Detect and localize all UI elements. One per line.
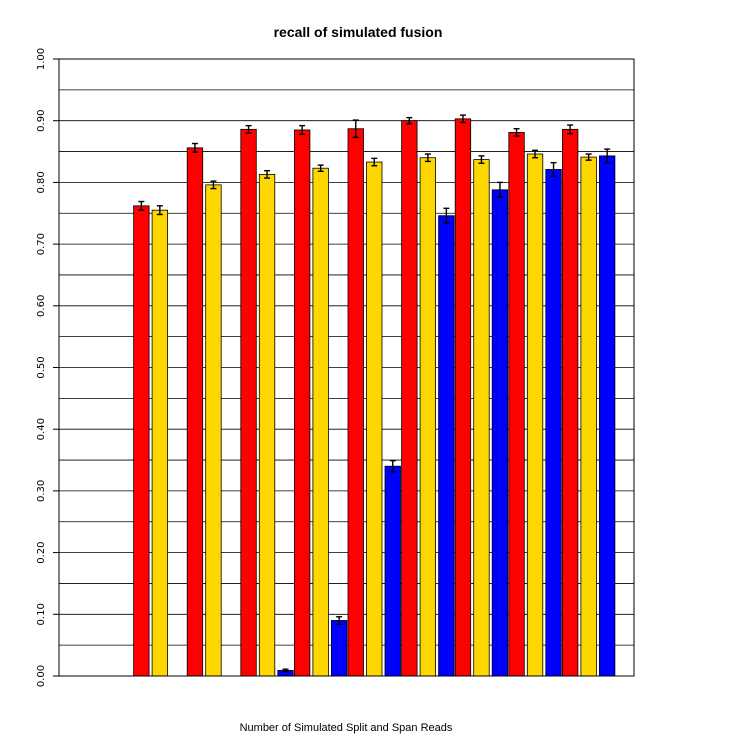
y-tick-label: 0.80	[36, 171, 47, 193]
bar	[258, 173, 276, 677]
bar	[366, 161, 383, 677]
bars	[84, 114, 616, 677]
bar	[330, 620, 348, 677]
bar	[186, 147, 204, 677]
bar	[312, 167, 329, 677]
bar	[545, 169, 562, 677]
bar	[151, 209, 169, 677]
bar	[438, 215, 455, 677]
y-tick-label: 0.60	[36, 295, 47, 317]
x-axis-label: Number of Simulated Split and Span Reads	[240, 722, 453, 734]
y-tick-label: 0.20	[36, 541, 47, 563]
y-tick-label: 0.40	[36, 418, 47, 440]
bar	[384, 465, 401, 677]
y-axis: 0.00 0.10 0.20 0.30 0.40 0.50 0.60 0.70 0.80 0.90…	[36, 48, 59, 687]
bar	[526, 153, 544, 677]
bar	[205, 184, 222, 677]
bar	[599, 155, 616, 677]
y-tick-label: 1.00	[36, 48, 47, 70]
plot-frame	[58, 58, 635, 677]
y-tick-label: 0.50	[36, 356, 47, 378]
chart-title: recall of simulated fusion	[274, 24, 443, 40]
bar	[401, 120, 418, 677]
bar	[454, 118, 472, 677]
y-tick-label: 0.70	[36, 233, 47, 255]
bar	[562, 128, 579, 677]
bar	[508, 132, 525, 677]
y-tick-label: 0.30	[36, 480, 47, 502]
bar	[133, 205, 150, 677]
y-tick-label: 0.00	[36, 665, 47, 687]
bar	[347, 128, 364, 677]
bar	[580, 156, 597, 677]
bar	[293, 129, 311, 677]
bar	[240, 128, 257, 677]
y-tick-label: 0.90	[36, 110, 47, 132]
y-tick-label: 0.10	[36, 603, 47, 625]
bar	[419, 157, 437, 677]
bar	[491, 189, 509, 677]
bar	[473, 159, 490, 677]
